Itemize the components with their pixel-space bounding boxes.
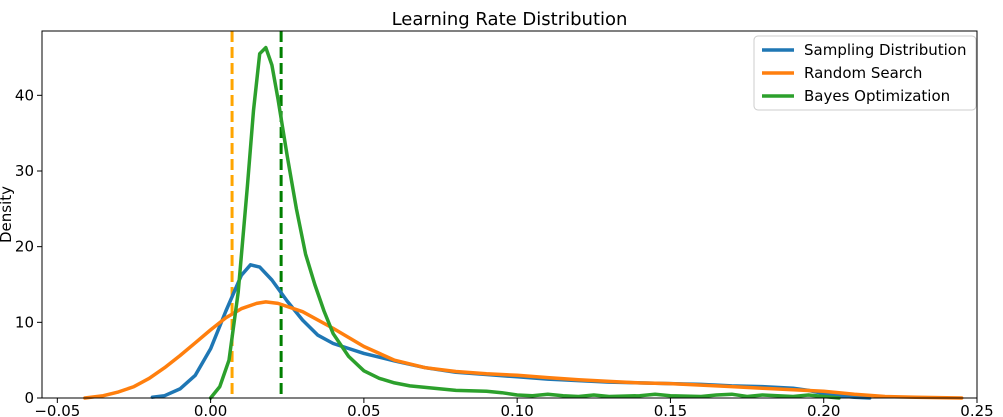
y-tick-label-2: 20 (15, 238, 34, 256)
legend-label-2: Bayes Optimization (804, 87, 950, 105)
x-tick-label-6: 0.25 (960, 402, 993, 417)
y-tick-label-0: 0 (24, 389, 34, 407)
x-tick-label-0: −0.05 (34, 402, 80, 417)
plot-frame (41, 30, 978, 399)
y-axis-label: Density (0, 186, 15, 243)
series-line-2 (208, 45, 841, 400)
chart-title: Learning Rate Distribution (392, 9, 628, 30)
x-tick-label-2: 0.05 (347, 402, 380, 417)
y-tick-label-1: 10 (15, 313, 34, 331)
x-axis-ticks: −0.05 0.00 0.05 0.10 0.15 0.20 0.25 (34, 398, 994, 417)
series-line-0 (150, 263, 872, 400)
y-tick-label-3: 30 (15, 162, 34, 180)
legend-box (753, 35, 977, 111)
x-tick-label-3: 0.10 (500, 402, 533, 417)
legend-label-1: Random Search (804, 64, 922, 82)
legend: Sampling Distribution Random Search Bayes … (753, 35, 977, 111)
y-tick-label-4: 40 (15, 86, 34, 104)
series-lines (83, 45, 964, 400)
x-tick-label-4: 0.15 (654, 402, 687, 417)
series-line-1 (83, 300, 964, 400)
y-axis-ticks: 0 10 20 30 40 (15, 86, 42, 407)
x-tick-label-5: 0.20 (807, 402, 840, 417)
legend-label-0: Sampling Distribution (804, 41, 967, 59)
x-tick-label-1: 0.00 (194, 402, 227, 417)
